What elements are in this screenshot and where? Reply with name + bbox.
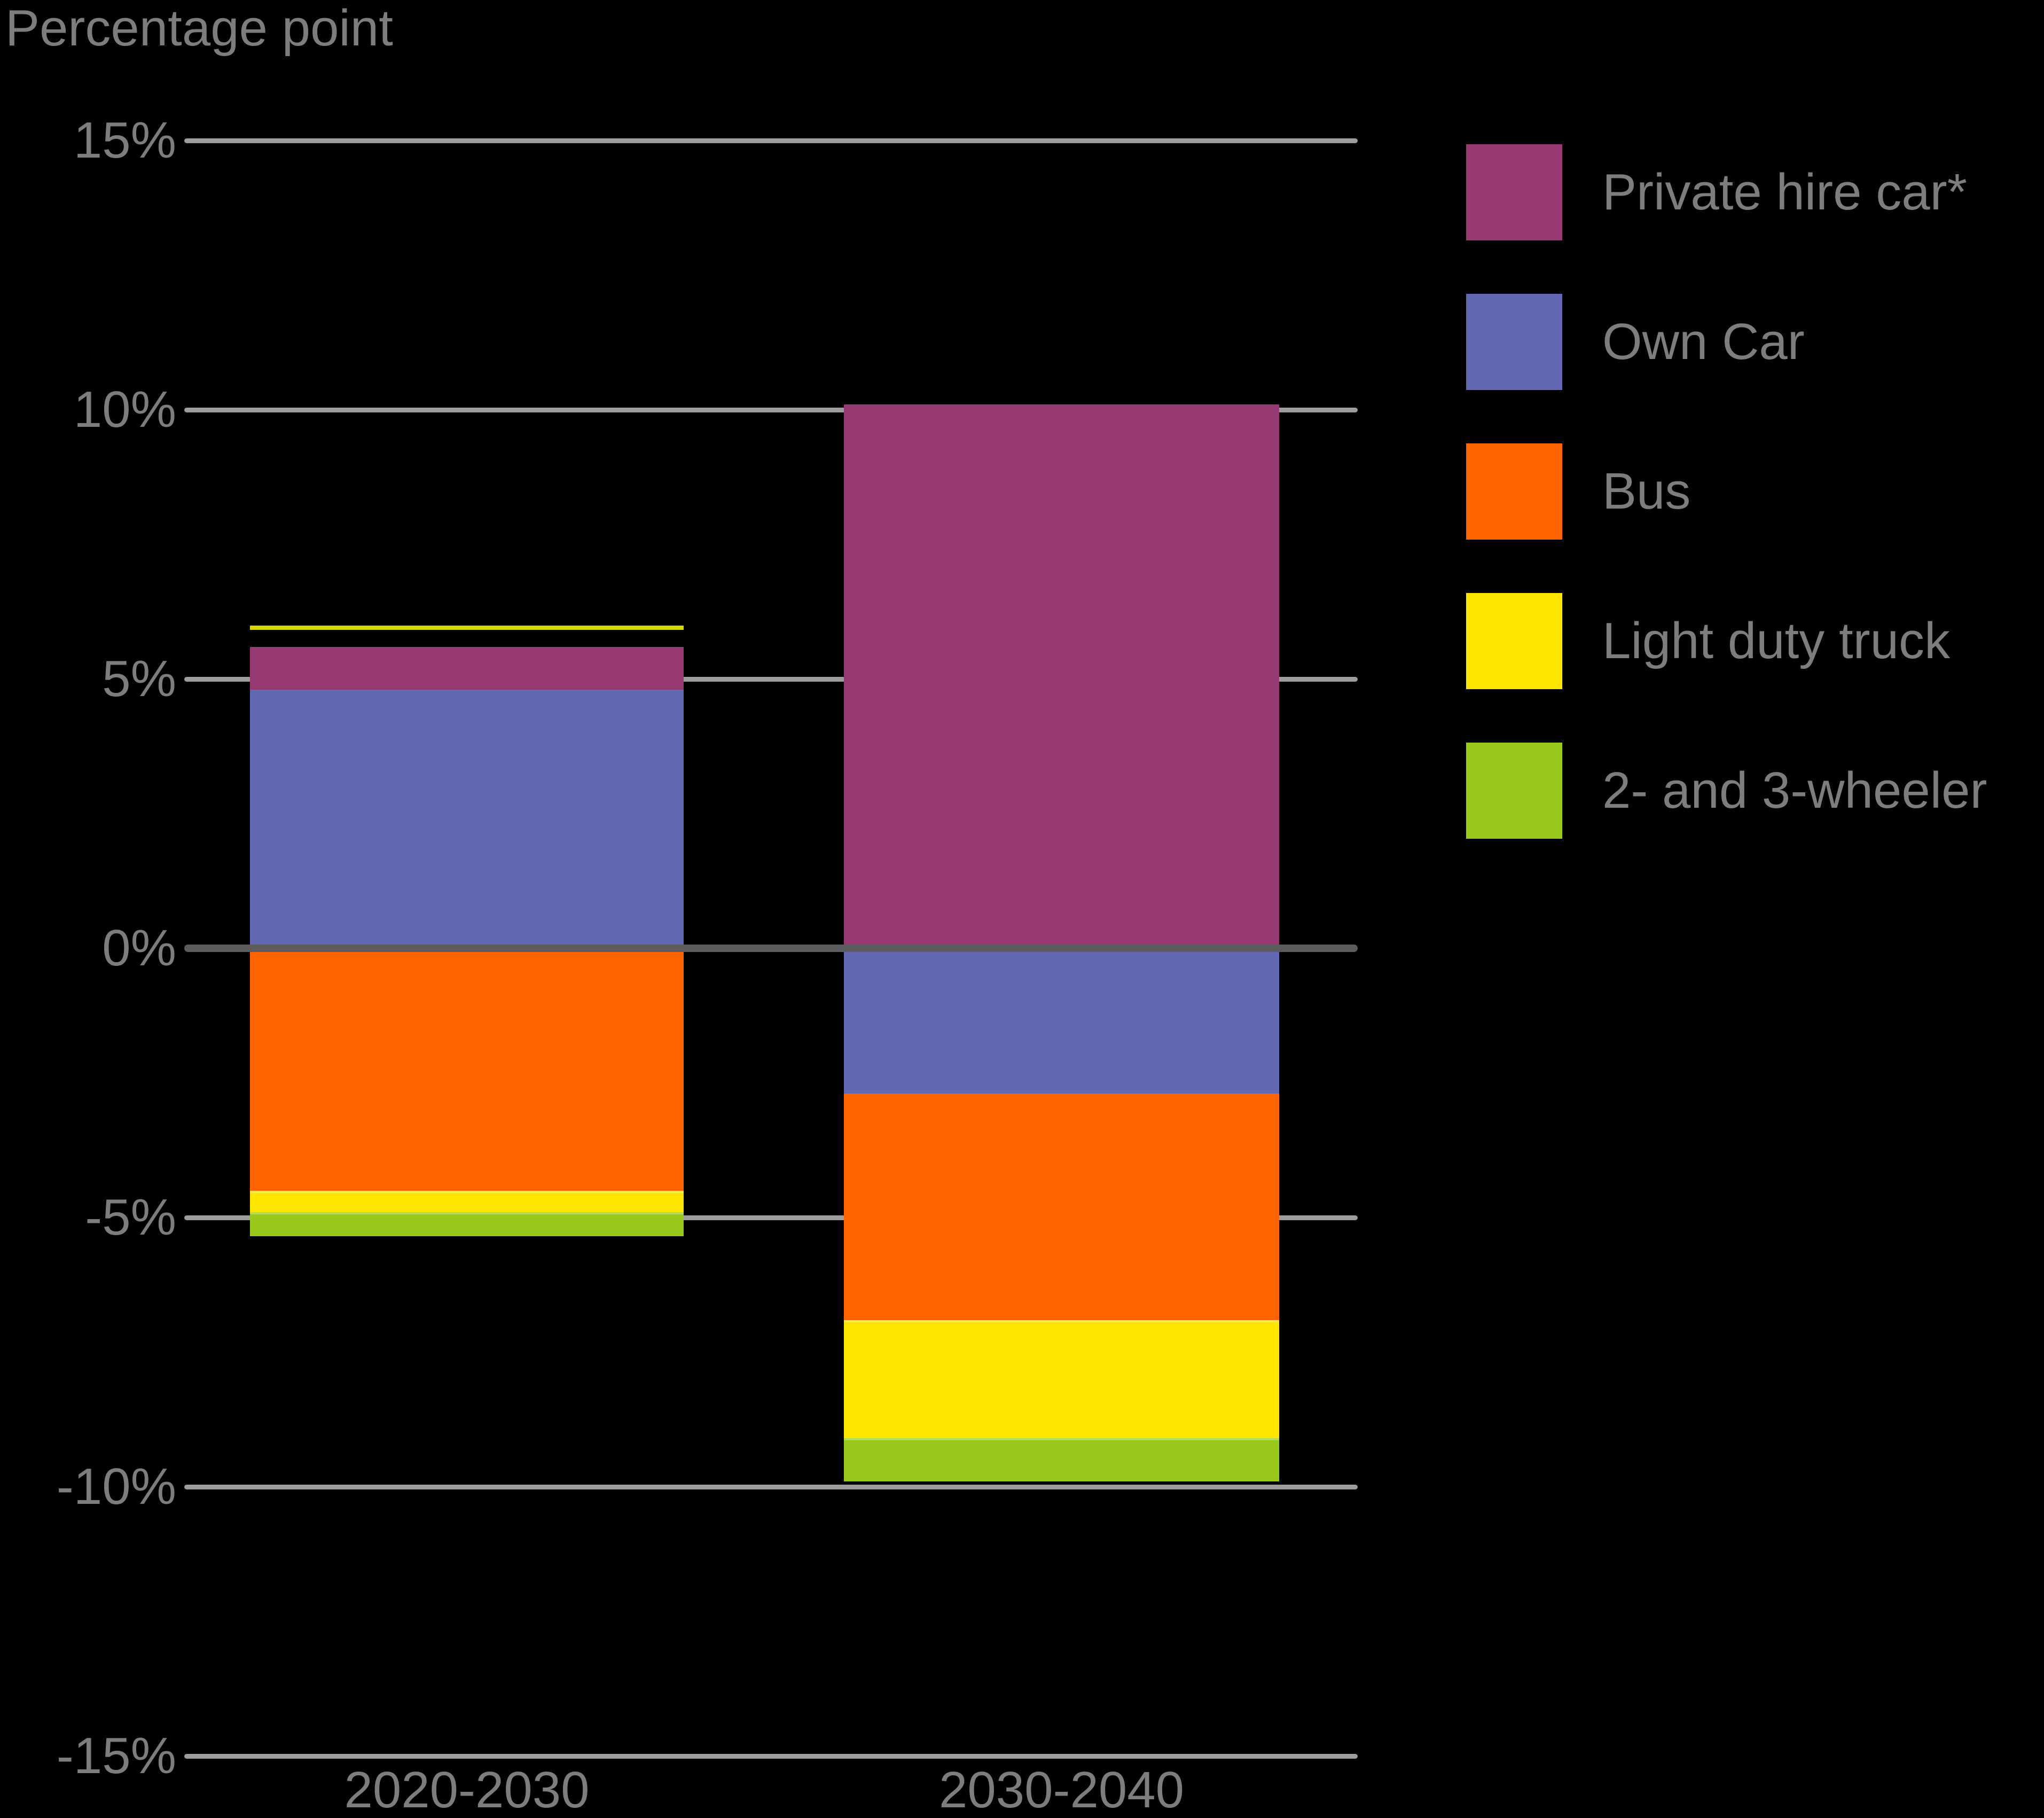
legend-label: 2- and 3-wheeler (1602, 762, 1987, 819)
legend-item-private-hire-car: Private hire car* (1466, 144, 1967, 240)
legend-item-light-duty-truck: Light duty truck (1466, 593, 1950, 689)
y-tick-label: -15% (56, 1727, 176, 1784)
legend-label: Bus (1602, 463, 1691, 520)
x-axis-label-2030-2040: 2030-2040 (938, 1761, 1185, 1818)
legend-swatch-light-duty-truck (1466, 593, 1562, 689)
bar-segment-2-and-3-wheeler-2030-2040 (844, 1438, 1279, 1481)
legend-label: Private hire car* (1602, 163, 1967, 221)
bar-segment-private-hire-car-2020-2030 (250, 646, 684, 690)
gridline--5% (184, 1215, 1358, 1220)
y-tick-label: 0% (102, 919, 176, 977)
bar-segment-2-and-3-wheeler-2020-2030 (250, 1212, 684, 1237)
x-axis-label-2020-2030: 2020-2030 (344, 1761, 590, 1818)
gridline-5% (184, 677, 1358, 682)
legend-swatch-2-and-3-wheeler (1466, 743, 1562, 839)
bar-segment-private-hire-car-2030-2040 (844, 404, 1279, 948)
legend-swatch-private-hire-car (1466, 144, 1562, 240)
gridline--10% (184, 1485, 1358, 1489)
zero-axis-line (184, 945, 1358, 952)
bar-segment-own-car-2030-2040 (844, 948, 1279, 1094)
y-tick-label: -10% (56, 1458, 176, 1515)
gridline--15% (184, 1754, 1358, 1759)
bar-segment-own-car-2020-2030 (250, 690, 684, 948)
y-tick-label: 10% (73, 381, 176, 438)
bar-segment-bus-2020-2030 (250, 948, 684, 1191)
stack-total-marker-line (250, 626, 684, 630)
y-tick-label: -5% (85, 1189, 176, 1246)
legend-item-own-car: Own Car (1466, 294, 1805, 390)
bar-segment-bus-2030-2040 (844, 1094, 1279, 1320)
legend-item-bus: Bus (1466, 443, 1690, 540)
y-tick-label: 5% (102, 650, 176, 707)
y-tick-label: 15% (73, 112, 176, 169)
legend-swatch-bus (1466, 443, 1562, 540)
legend-label: Light duty truck (1602, 612, 1950, 669)
gridline-10% (184, 408, 1358, 412)
bar-segment-light-duty-truck-2030-2040 (844, 1320, 1279, 1439)
legend-item-2-and-3-wheeler: 2- and 3-wheeler (1466, 743, 1987, 839)
y-axis-title: Percentage point (5, 0, 393, 57)
bar-segment-light-duty-truck-2020-2030 (250, 1190, 684, 1212)
legend-label: Own Car (1602, 313, 1805, 370)
gridline-15% (184, 138, 1358, 143)
legend-swatch-own-car (1466, 294, 1562, 390)
